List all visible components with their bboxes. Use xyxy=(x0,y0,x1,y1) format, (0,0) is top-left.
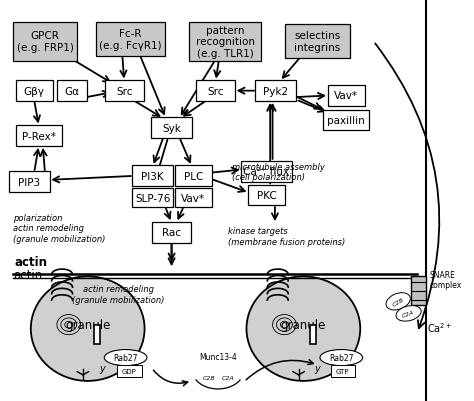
FancyBboxPatch shape xyxy=(16,126,62,147)
FancyBboxPatch shape xyxy=(175,166,212,187)
Text: paxillin: paxillin xyxy=(327,115,365,125)
Text: SLP-76: SLP-76 xyxy=(135,193,170,203)
Text: PKC: PKC xyxy=(256,191,276,200)
Ellipse shape xyxy=(320,350,363,366)
Text: GDP: GDP xyxy=(122,368,137,374)
Text: granule: granule xyxy=(65,318,110,331)
Bar xyxy=(94,325,100,344)
Text: y: y xyxy=(315,363,320,373)
Text: Vav*: Vav* xyxy=(334,91,358,101)
Ellipse shape xyxy=(386,293,410,310)
Text: C2A: C2A xyxy=(402,309,415,318)
Text: PI3K: PI3K xyxy=(141,172,164,181)
Text: Rab27: Rab27 xyxy=(329,353,354,362)
Bar xyxy=(310,325,316,344)
FancyBboxPatch shape xyxy=(117,365,142,377)
Text: selectins
integrins: selectins integrins xyxy=(294,31,341,53)
Text: y: y xyxy=(99,363,105,373)
Text: kinase targets
(membrane fusion proteins): kinase targets (membrane fusion proteins… xyxy=(228,227,345,246)
Text: polarization
actin remodeling
(granule mobilization): polarization actin remodeling (granule m… xyxy=(13,213,106,243)
Text: SNARE
complex: SNARE complex xyxy=(429,270,462,289)
Text: actin: actin xyxy=(13,268,43,281)
Text: C2A: C2A xyxy=(222,375,235,380)
Text: Ca$^{2+}$: Ca$^{2+}$ xyxy=(427,320,452,334)
Text: Gα: Gα xyxy=(64,87,80,96)
Text: Syk: Syk xyxy=(162,124,181,133)
Text: GPCR
(e.g. FRP1): GPCR (e.g. FRP1) xyxy=(17,31,73,53)
FancyBboxPatch shape xyxy=(132,188,173,208)
FancyBboxPatch shape xyxy=(132,166,173,187)
FancyBboxPatch shape xyxy=(151,118,192,139)
Text: C2B: C2B xyxy=(392,296,405,307)
FancyBboxPatch shape xyxy=(328,86,365,106)
FancyBboxPatch shape xyxy=(152,222,191,243)
FancyBboxPatch shape xyxy=(57,81,87,102)
FancyBboxPatch shape xyxy=(175,188,212,208)
Text: actin remodeling
(granule mobilization): actin remodeling (granule mobilization) xyxy=(73,285,164,304)
Text: Ca²⁺ flux: Ca²⁺ flux xyxy=(243,167,290,176)
Ellipse shape xyxy=(396,306,421,321)
Text: C2B: C2B xyxy=(202,375,215,380)
Text: pattern
recognition
(e.g. TLR1): pattern recognition (e.g. TLR1) xyxy=(196,26,255,59)
Text: Vav*: Vav* xyxy=(182,193,205,203)
FancyBboxPatch shape xyxy=(96,23,165,57)
Ellipse shape xyxy=(31,277,145,381)
Text: granule: granule xyxy=(281,318,326,331)
Text: Rac: Rac xyxy=(162,228,181,237)
Text: PIP3: PIP3 xyxy=(18,178,40,187)
FancyBboxPatch shape xyxy=(323,110,369,130)
FancyBboxPatch shape xyxy=(331,365,355,377)
FancyArrowPatch shape xyxy=(246,360,313,380)
FancyBboxPatch shape xyxy=(255,81,296,102)
Text: Src: Src xyxy=(116,87,132,96)
Text: Gβγ: Gβγ xyxy=(24,87,45,96)
Text: microtubule assembly
(cell polarization): microtubule assembly (cell polarization) xyxy=(232,162,325,182)
Text: actin: actin xyxy=(14,256,47,269)
FancyArrowPatch shape xyxy=(154,370,188,386)
FancyBboxPatch shape xyxy=(241,161,292,182)
Text: Rab27: Rab27 xyxy=(113,353,138,362)
Text: Pyk2: Pyk2 xyxy=(263,87,289,96)
Text: PLC: PLC xyxy=(184,172,203,181)
FancyBboxPatch shape xyxy=(105,81,144,102)
Text: Src: Src xyxy=(208,87,224,96)
Text: P-Rex*: P-Rex* xyxy=(22,132,56,141)
Ellipse shape xyxy=(246,277,360,381)
FancyBboxPatch shape xyxy=(248,186,285,206)
FancyBboxPatch shape xyxy=(285,25,350,59)
FancyBboxPatch shape xyxy=(16,81,53,102)
FancyArrowPatch shape xyxy=(375,44,439,328)
FancyBboxPatch shape xyxy=(189,23,261,61)
Polygon shape xyxy=(196,380,240,389)
Text: Munc13-4: Munc13-4 xyxy=(199,352,237,361)
Bar xyxy=(411,276,426,305)
FancyBboxPatch shape xyxy=(9,172,50,193)
FancyBboxPatch shape xyxy=(13,23,77,61)
Text: Fc-R
(e.g. FcγR1): Fc-R (e.g. FcγR1) xyxy=(99,29,162,51)
Ellipse shape xyxy=(104,350,147,366)
Text: GTP: GTP xyxy=(336,368,349,374)
FancyBboxPatch shape xyxy=(196,81,235,102)
